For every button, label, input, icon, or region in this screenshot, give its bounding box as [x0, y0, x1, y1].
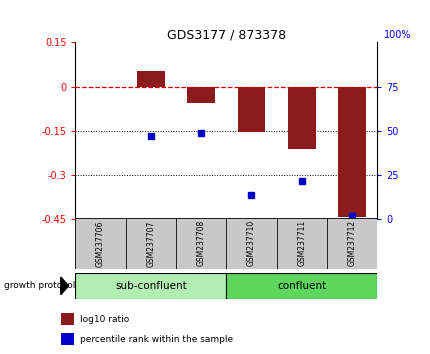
Bar	[237, 87, 264, 132]
Bar	[276, 218, 326, 269]
Title: GDS3177 / 873378: GDS3177 / 873378	[166, 28, 285, 41]
Bar	[75, 273, 226, 299]
Text: confluent: confluent	[276, 281, 326, 291]
Text: GSM237708: GSM237708	[196, 220, 205, 267]
Bar	[137, 70, 164, 87]
Text: percentile rank within the sample: percentile rank within the sample	[79, 335, 232, 344]
Bar	[226, 218, 276, 269]
Bar	[338, 87, 365, 217]
Text: log10 ratio: log10 ratio	[79, 314, 129, 324]
Polygon shape	[61, 277, 68, 295]
Bar	[287, 87, 315, 149]
Bar	[187, 87, 215, 103]
Bar	[75, 218, 126, 269]
Text: GSM237710: GSM237710	[246, 220, 255, 267]
Bar	[126, 218, 175, 269]
Text: GSM237707: GSM237707	[146, 220, 155, 267]
Text: GSM237712: GSM237712	[347, 220, 356, 267]
Bar	[61, 313, 74, 325]
Bar	[61, 333, 74, 346]
Bar	[326, 218, 376, 269]
Text: growth protocol: growth protocol	[4, 281, 76, 290]
Bar	[226, 273, 376, 299]
Text: 100%: 100%	[383, 30, 411, 40]
Bar	[175, 218, 226, 269]
Text: GSM237706: GSM237706	[96, 220, 105, 267]
Text: sub-confluent: sub-confluent	[115, 281, 186, 291]
Text: GSM237711: GSM237711	[297, 220, 305, 267]
